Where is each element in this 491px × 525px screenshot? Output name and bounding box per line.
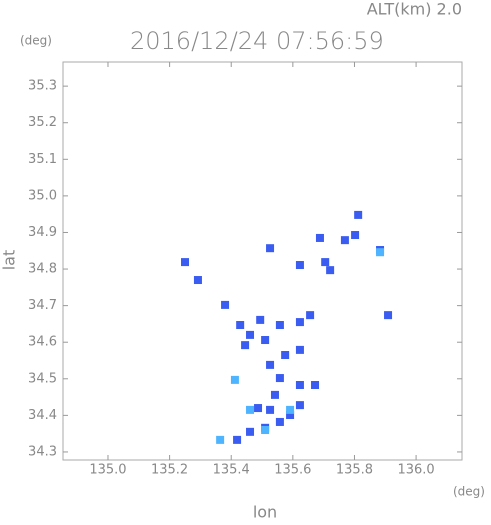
echo-cell — [315, 233, 324, 242]
y-tick-label: 35.3 — [28, 79, 57, 94]
x-tick-label: 136.0 — [397, 463, 434, 478]
echo-cell — [266, 360, 275, 369]
echo-cell — [233, 435, 242, 444]
echo-cell — [193, 276, 202, 285]
echo-cell — [270, 390, 279, 399]
plot-frame — [62, 61, 463, 461]
x-axis-title: lon — [253, 503, 277, 522]
echo-cell — [236, 321, 245, 330]
echo-cell — [295, 318, 304, 327]
x-tick-label: 135.0 — [89, 463, 126, 478]
echo-cell — [384, 311, 393, 320]
y-tick-label: 34.3 — [28, 444, 57, 459]
x-tick-label: 135.2 — [151, 463, 188, 478]
y-tick-label: 34.4 — [28, 408, 57, 423]
y-unit: (deg) — [20, 34, 52, 48]
echo-cell — [246, 405, 255, 414]
echo-cell — [254, 404, 263, 413]
echo-cell — [261, 426, 270, 435]
echo-cell — [230, 375, 239, 384]
echo-cell — [286, 411, 295, 420]
y-tick-label: 34.7 — [28, 298, 57, 313]
y-tick-label: 35.2 — [28, 115, 57, 130]
echo-cell — [266, 244, 275, 253]
echo-cell — [261, 336, 270, 345]
altitude: ALT(km) 2.0 — [367, 0, 462, 19]
echo-cell — [246, 330, 255, 339]
echo-cell — [241, 341, 250, 350]
echo-cell — [376, 248, 385, 257]
echo-cell — [295, 401, 304, 410]
echo-cell — [354, 210, 363, 219]
y-tick-label: 34.9 — [28, 225, 57, 240]
y-tick-label: 35.1 — [28, 152, 57, 167]
x-tick-label: 135.4 — [213, 463, 250, 478]
echo-cell — [221, 300, 230, 309]
y-tick-label: 35.0 — [28, 188, 57, 203]
echo-cell — [306, 311, 315, 320]
x-tick-label: 135.6 — [274, 463, 311, 478]
y-tick-label: 34.5 — [28, 371, 57, 386]
chart-title: 2016/12/24 07:56:59 — [130, 27, 384, 55]
echo-cell — [340, 236, 349, 245]
echo-cell — [311, 381, 320, 390]
y-axis-title: lat — [0, 250, 19, 271]
y-tick-label: 34.6 — [28, 335, 57, 350]
echo-cell — [216, 435, 225, 444]
x-unit: (deg) — [453, 485, 485, 499]
echo-cell — [256, 315, 265, 324]
echo-cell — [275, 374, 284, 383]
y-tick-label: 34.8 — [28, 262, 57, 277]
echo-cell — [246, 427, 255, 436]
echo-cell — [351, 231, 360, 240]
echo-cell — [275, 321, 284, 330]
echo-cell — [295, 261, 304, 270]
echo-cell — [281, 351, 290, 360]
echo-cell — [181, 258, 190, 267]
echo-cell — [321, 258, 330, 267]
echo-cell — [326, 266, 335, 275]
echo-cell — [295, 381, 304, 390]
echo-cell — [266, 405, 275, 414]
echo-cell — [286, 405, 295, 414]
echo-cell — [295, 345, 304, 354]
x-tick-label: 135.8 — [336, 463, 373, 478]
echo-cell — [275, 417, 284, 426]
